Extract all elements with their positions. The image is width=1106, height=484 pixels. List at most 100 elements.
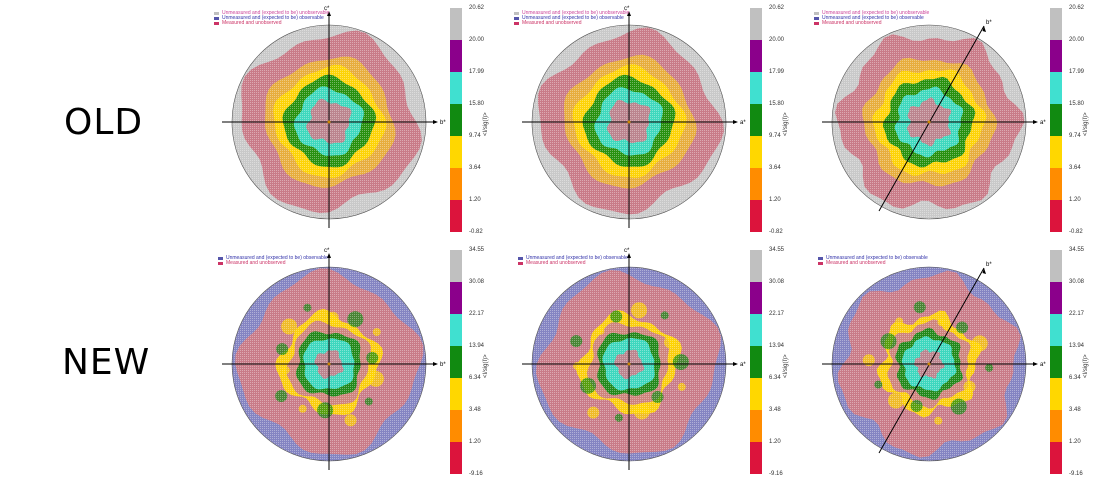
colorbar-segment [750, 200, 762, 232]
colorbar-segment [1050, 442, 1062, 474]
colorbar-tick-label: 20.62 [1069, 5, 1085, 11]
plot-panel-2: a* c* Unmeasured and (expected to be) unob… [500, 0, 790, 242]
legend-entry: Measured and unobserved [518, 261, 628, 266]
h-axis-label: a* [740, 120, 746, 126]
origin-marker [327, 120, 331, 124]
legend-swatch [818, 257, 823, 260]
colorbar-tick-label: 9.74 [469, 133, 481, 139]
legend-label: Measured and unobserved [526, 260, 586, 266]
reciprocal-space-plot: a* b* [822, 20, 1046, 220]
colorbar-segment [750, 40, 762, 72]
colorbar-tick-label: 17.99 [469, 69, 485, 75]
legend-entry: Unmeasured and (expected to be) observab… [814, 16, 929, 21]
colorbar-tick-label: -0.82 [769, 229, 783, 235]
origin-marker [927, 362, 931, 366]
legend-entry: Unmeasured and (expected to be) observab… [518, 256, 628, 261]
h-axis-arrow [1033, 362, 1038, 366]
colorbar-tick-label: 3.48 [1069, 407, 1081, 413]
colorbar-tick-label: 3.48 [469, 407, 481, 413]
colorbar-segment [1050, 346, 1062, 378]
colorbar-tick-label: 15.80 [469, 101, 485, 107]
colorbar-tick-label: -9.16 [1069, 471, 1083, 477]
reciprocal-space-plot: a* c* [522, 248, 746, 470]
colorbar [750, 250, 762, 474]
colorbar-segment [450, 442, 462, 474]
colorbar-segment [1050, 40, 1062, 72]
row-label-new: NEW [62, 342, 151, 383]
colorbar-tick-label: 15.80 [1069, 101, 1085, 107]
colorbar-segment [750, 410, 762, 442]
legend-swatch [214, 12, 219, 15]
colorbar-tick-label: -0.82 [469, 229, 483, 235]
colorbar-segment [450, 200, 462, 232]
plot-legend: Unmeasured and (expected to be) observab… [818, 256, 928, 266]
legend-entry: Unmeasured and (expected to be) observab… [818, 256, 928, 261]
origin-marker [927, 120, 931, 124]
colorbar-tick-label: 6.34 [469, 375, 481, 381]
h-axis-arrow [733, 362, 738, 366]
colorbar-segment [1050, 378, 1062, 410]
h-axis-label: b* [440, 120, 446, 126]
colorbar-segment [750, 250, 762, 282]
colorbar-title: <I/sig(I)> [483, 112, 489, 136]
h-axis-arrow [733, 120, 738, 124]
legend-label: Unmeasured and (expected to be) observab… [826, 255, 928, 261]
colorbar-segment [1050, 314, 1062, 346]
colorbar-segment [750, 8, 762, 40]
plot-panel-6: a* b* Unmeasured and (expected to be) obse… [800, 242, 1090, 484]
v-axis-arrow [982, 268, 986, 274]
colorbar-segment [750, 168, 762, 200]
legend-label: Unmeasured and (expected to be) observab… [522, 15, 624, 21]
colorbar-tick-label: 30.08 [1069, 279, 1085, 285]
colorbar-tick-label: 1.20 [469, 197, 481, 203]
legend-swatch [814, 12, 819, 15]
legend-swatch [514, 22, 519, 25]
legend-label: Measured and unobserved [226, 260, 286, 266]
colorbar-segment [750, 346, 762, 378]
colorbar-tick-label: 1.20 [469, 439, 481, 445]
colorbar-tick-label: 3.64 [469, 165, 481, 171]
colorbar-tick-label: 3.64 [769, 165, 781, 171]
legend-entry: Unmeasured and (expected to be) unobserv… [214, 11, 329, 16]
colorbar-segment [450, 168, 462, 200]
colorbar-tick-label: 22.17 [1069, 311, 1085, 317]
colorbar-title: <I/sig(I)> [483, 354, 489, 378]
colorbar-tick-label: 1.20 [1069, 439, 1081, 445]
legend-entry: Unmeasured and (expected to be) observab… [214, 16, 329, 21]
colorbar-tick-label: 3.48 [769, 407, 781, 413]
colorbar-segment [450, 410, 462, 442]
h-axis-label: a* [740, 362, 746, 368]
h-axis-arrow [1033, 120, 1038, 124]
legend-entry: Measured and unobserved [818, 261, 928, 266]
colorbar-segment [450, 72, 462, 104]
h-axis-label: a* [1040, 120, 1046, 126]
colorbar-tick-label: 9.74 [769, 133, 781, 139]
colorbar-segment [1050, 282, 1062, 314]
colorbar-tick-label: 6.34 [1069, 375, 1081, 381]
legend-label: Unmeasured and (expected to be) observab… [222, 15, 324, 21]
colorbar-tick-label: 20.00 [1069, 37, 1085, 43]
colorbar-tick-label: 17.99 [1069, 69, 1085, 75]
colorbar-segment [450, 136, 462, 168]
colorbar-tick-label: 34.55 [1069, 247, 1085, 253]
colorbar-tick-label: 3.64 [1069, 165, 1081, 171]
plot-panel-1: b* c* Unmeasured and (expected to be) unob… [200, 0, 490, 242]
colorbar-segment [1050, 200, 1062, 232]
legend-swatch [514, 12, 519, 15]
colorbar-tick-label: 20.62 [469, 5, 485, 11]
legend-swatch [214, 22, 219, 25]
origin-marker [627, 120, 631, 124]
colorbar-segment [450, 40, 462, 72]
colorbar [1050, 250, 1062, 474]
colorbar-segment [450, 104, 462, 136]
reciprocal-space-plot: b* c* [222, 6, 446, 228]
colorbar-segment [750, 378, 762, 410]
colorbar-tick-label: 22.17 [769, 311, 785, 317]
colorbar-segment [450, 314, 462, 346]
legend-label: Unmeasured and (expected to be) observab… [526, 255, 628, 261]
v-axis-label: b* [986, 262, 992, 268]
colorbar-title: <I/sig(I)> [1083, 354, 1089, 378]
colorbar-segment [750, 442, 762, 474]
legend-label: Unmeasured and (expected to be) unobserv… [222, 10, 330, 16]
legend-label: Measured and unobserved [222, 20, 282, 26]
